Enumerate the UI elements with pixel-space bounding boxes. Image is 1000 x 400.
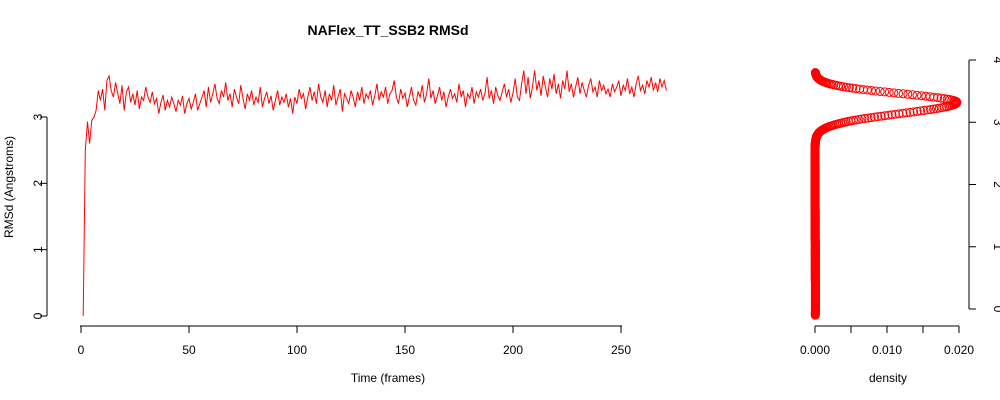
x-tick-label: 150: [395, 343, 415, 357]
density-point: [863, 113, 873, 123]
density-point: [873, 112, 883, 122]
density-point: [854, 115, 864, 124]
density-point: [916, 106, 926, 116]
density-point: [858, 85, 868, 95]
density-plot: 0.000 0.010 0.020 0 1 2 3 4 density: [800, 57, 1000, 385]
y-tick-label: 1: [31, 246, 45, 253]
density-point: [905, 107, 915, 117]
y-ticks: 0 1 2 3: [31, 113, 47, 319]
density-point: [942, 94, 952, 104]
density-point: [898, 89, 908, 99]
density-x-tick-label: 0.020: [944, 343, 974, 357]
density-point: [894, 109, 904, 119]
density-point: [860, 114, 870, 123]
density-point: [889, 88, 899, 98]
y-tick-label: 0: [31, 312, 45, 319]
density-point: [810, 68, 820, 77]
x-tick-label: 100: [287, 343, 307, 357]
density-point: [866, 113, 876, 123]
density-x-axis-label: density: [869, 371, 907, 385]
x-axis-label: Time (frames): [351, 371, 425, 385]
density-point: [857, 114, 867, 124]
density-point: [909, 107, 919, 117]
density-y-ticks: 0 1 2 3 4: [969, 57, 1000, 313]
density-point: [939, 94, 949, 104]
chart-title: NAFlex_TT_SSB2 RMSd: [307, 22, 468, 38]
density-point: [884, 87, 894, 97]
density-point: [880, 87, 890, 97]
density-points: [810, 68, 962, 320]
density-point: [919, 106, 929, 115]
density-point: [883, 110, 893, 120]
density-point: [891, 109, 900, 119]
density-point: [876, 111, 886, 121]
density-point: [875, 87, 885, 96]
density-y-tick-label: 1: [991, 243, 1000, 250]
density-point: [921, 91, 931, 101]
density-point: [844, 83, 854, 93]
density-point: [894, 88, 903, 98]
density-x-ticks: 0.000 0.010 0.020: [800, 326, 974, 357]
x-tick-label: 0: [78, 343, 85, 357]
density-point: [922, 105, 932, 115]
density-point: [926, 105, 935, 114]
density-point: [851, 84, 861, 94]
density-point: [898, 108, 908, 118]
density-point: [887, 110, 897, 120]
y-axis-label: RMSd (Angstroms): [2, 136, 16, 238]
x-tick-label: 200: [503, 343, 523, 357]
x-tick-label: 50: [182, 343, 196, 357]
x-ticks: 0 50 100 150 200 250: [78, 326, 631, 357]
y-tick-label: 2: [31, 180, 45, 187]
density-point: [912, 90, 922, 100]
density-point: [936, 93, 946, 103]
density-point: [912, 106, 922, 116]
density-point: [869, 112, 879, 122]
density-point: [908, 90, 917, 100]
density-point: [903, 89, 913, 99]
x-tick-label: 250: [611, 343, 631, 357]
density-point: [901, 108, 911, 118]
density-point: [855, 84, 865, 94]
rmsd-series-line: [82, 70, 667, 317]
density-point: [880, 111, 890, 121]
density-y-tick-label: 4: [991, 57, 1000, 64]
density-y-tick-label: 0: [991, 306, 1000, 313]
density-point: [929, 104, 939, 114]
density-y-tick-label: 2: [991, 181, 1000, 188]
density-point: [925, 92, 935, 102]
density-x-tick-label: 0.000: [800, 343, 830, 357]
density-x-tick-label: 0.010: [872, 343, 902, 357]
density-point: [848, 83, 858, 93]
density-y-tick-label: 3: [991, 119, 1000, 126]
time-series-plot: 0 50 100 150 200 250 0 1 2 3 Time (frames) RMSd …: [2, 70, 667, 385]
density-point: [917, 91, 926, 101]
y-tick-label: 3: [31, 113, 45, 120]
